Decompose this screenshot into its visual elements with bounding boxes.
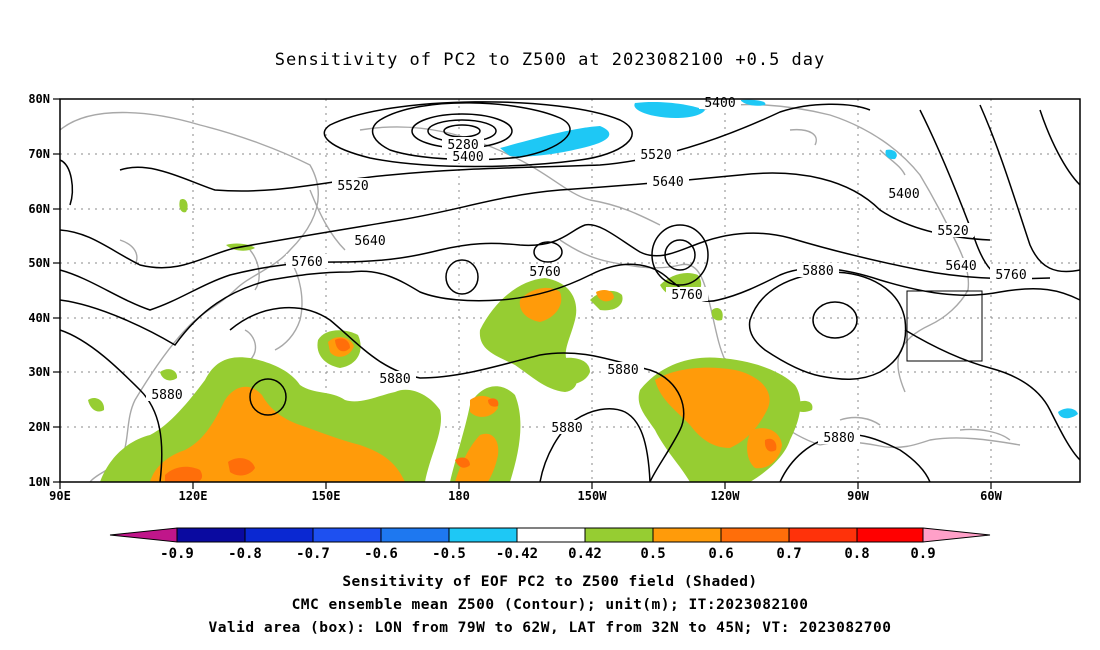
contour-label: 5880 [823, 431, 854, 446]
contour-label: 5880 [379, 372, 410, 387]
lat-labels: 80N 70N 60N 50N 40N 30N 20N 10N [28, 92, 50, 489]
contour-label: 5760 [995, 268, 1026, 283]
lat-label: 30N [28, 365, 50, 379]
colorbar-bin [788, 527, 858, 543]
colorbar-bin [516, 527, 586, 543]
axis-ticks [53, 98, 992, 489]
positive-shade [228, 458, 255, 476]
colorbar-min-arrow [109, 527, 178, 543]
contour-label: 5760 [671, 288, 702, 303]
contour-label: 5640 [652, 175, 683, 190]
colorbar-label: -0.9 [160, 546, 194, 562]
positive-shade [150, 386, 405, 482]
positive-shade [165, 466, 203, 482]
lat-label: 80N [28, 92, 50, 106]
z500-contours [59, 101, 1081, 483]
lon-label: 120W [711, 489, 741, 503]
positive-shade [488, 398, 499, 407]
map-panel: 5280 5400 5400 5400 5520 5520 5520 5640 … [28, 92, 1081, 503]
valid-area-box [906, 290, 983, 362]
colorbar-bin [584, 527, 654, 543]
colorbar-labels: -0.9 -0.8 -0.7 -0.6 -0.5 -0.42 0.42 0.5 … [160, 546, 936, 562]
colorbar-bin [176, 527, 246, 543]
contour-label: 5400 [888, 187, 919, 202]
lat-label: 10N [28, 475, 50, 489]
lon-label: 60W [980, 489, 1002, 503]
positive-shade [179, 199, 188, 213]
colorbar-bin [244, 527, 314, 543]
colorbar-bin [856, 527, 924, 543]
contour-label-group: 5280 5400 5400 5400 5520 5520 5520 5640 … [146, 95, 1032, 446]
positive-shade [555, 357, 590, 385]
contour-label: 5640 [354, 234, 385, 249]
positive-shade [596, 290, 614, 302]
negative-shade [885, 149, 897, 160]
contour-label: 5880 [551, 421, 582, 436]
lon-label: 150W [578, 489, 608, 503]
colorbar-bin [312, 527, 382, 543]
positive-shade [455, 457, 470, 468]
contour-label: 5640 [945, 259, 976, 274]
colorbar-label: 0.9 [910, 546, 935, 562]
colorbar-label: 0.6 [708, 546, 733, 562]
negative-shade [740, 99, 766, 106]
lon-label: 90W [847, 489, 869, 503]
positive-shade [711, 308, 723, 321]
colorbar-label: 0.7 [776, 546, 801, 562]
lon-label: 180 [448, 489, 470, 503]
positive-shade [455, 433, 499, 482]
colorbar-label: -0.7 [296, 546, 330, 562]
lon-labels: 90E 120E 150E 180 150W 120W 90W 60W [49, 489, 1002, 503]
contour-label: 5760 [529, 265, 560, 280]
lat-label: 60N [28, 202, 50, 216]
positive-shade [792, 400, 813, 413]
positive-shade [88, 398, 105, 412]
positive-shade [335, 338, 350, 352]
figure-title: Sensitivity of PC2 to Z500 at 2023082100… [274, 50, 826, 70]
contour-label: 5880 [607, 363, 638, 378]
map-frame [59, 98, 1081, 483]
contour-label: 5880 [802, 264, 833, 279]
lat-label: 70N [28, 147, 50, 161]
shaded-sensitivity [88, 99, 1078, 482]
lat-label: 20N [28, 420, 50, 434]
contour-label: 5760 [291, 255, 322, 270]
colorbar-label: 0.42 [568, 546, 602, 562]
colorbar-bin [720, 527, 790, 543]
colorbar-bin [652, 527, 722, 543]
lat-label: 50N [28, 256, 50, 270]
coastlines [59, 103, 1021, 483]
caption-shading: Sensitivity of EOF PC2 to Z500 field (Sh… [342, 574, 758, 590]
caption-valid-area: Valid area (box): LON from 79W to 62W, L… [208, 620, 892, 636]
colorbar: -0.9 -0.8 -0.7 -0.6 -0.5 -0.42 0.42 0.5 … [109, 527, 991, 562]
negative-shade [634, 101, 705, 118]
contour-label: 5520 [640, 148, 671, 163]
colorbar-label: -0.8 [228, 546, 262, 562]
contour-label: 5400 [452, 150, 483, 165]
colorbar-bin [380, 527, 450, 543]
positive-shade [764, 438, 777, 452]
contour-label: 5880 [151, 388, 182, 403]
lon-label: 120E [179, 489, 208, 503]
colorbar-label: -0.6 [364, 546, 398, 562]
lat-label: 40N [28, 311, 50, 325]
colorbar-label: 0.5 [640, 546, 665, 562]
negative-shade [1058, 408, 1078, 419]
positive-shade [160, 369, 178, 381]
positive-shade [747, 428, 782, 469]
colorbar-label: 0.8 [844, 546, 869, 562]
colorbar-label: -0.5 [432, 546, 466, 562]
colorbar-max-arrow [922, 527, 991, 543]
positive-shade [655, 367, 770, 448]
colorbar-bin [448, 527, 518, 543]
contour-label: 5520 [937, 224, 968, 239]
contour-label: 5520 [337, 179, 368, 194]
lon-label: 90E [49, 489, 71, 503]
lon-label: 150E [312, 489, 341, 503]
colorbar-label: -0.42 [496, 546, 538, 562]
caption-contour: CMC ensemble mean Z500 (Contour); unit(m… [291, 597, 809, 613]
negative-shade [500, 126, 610, 157]
